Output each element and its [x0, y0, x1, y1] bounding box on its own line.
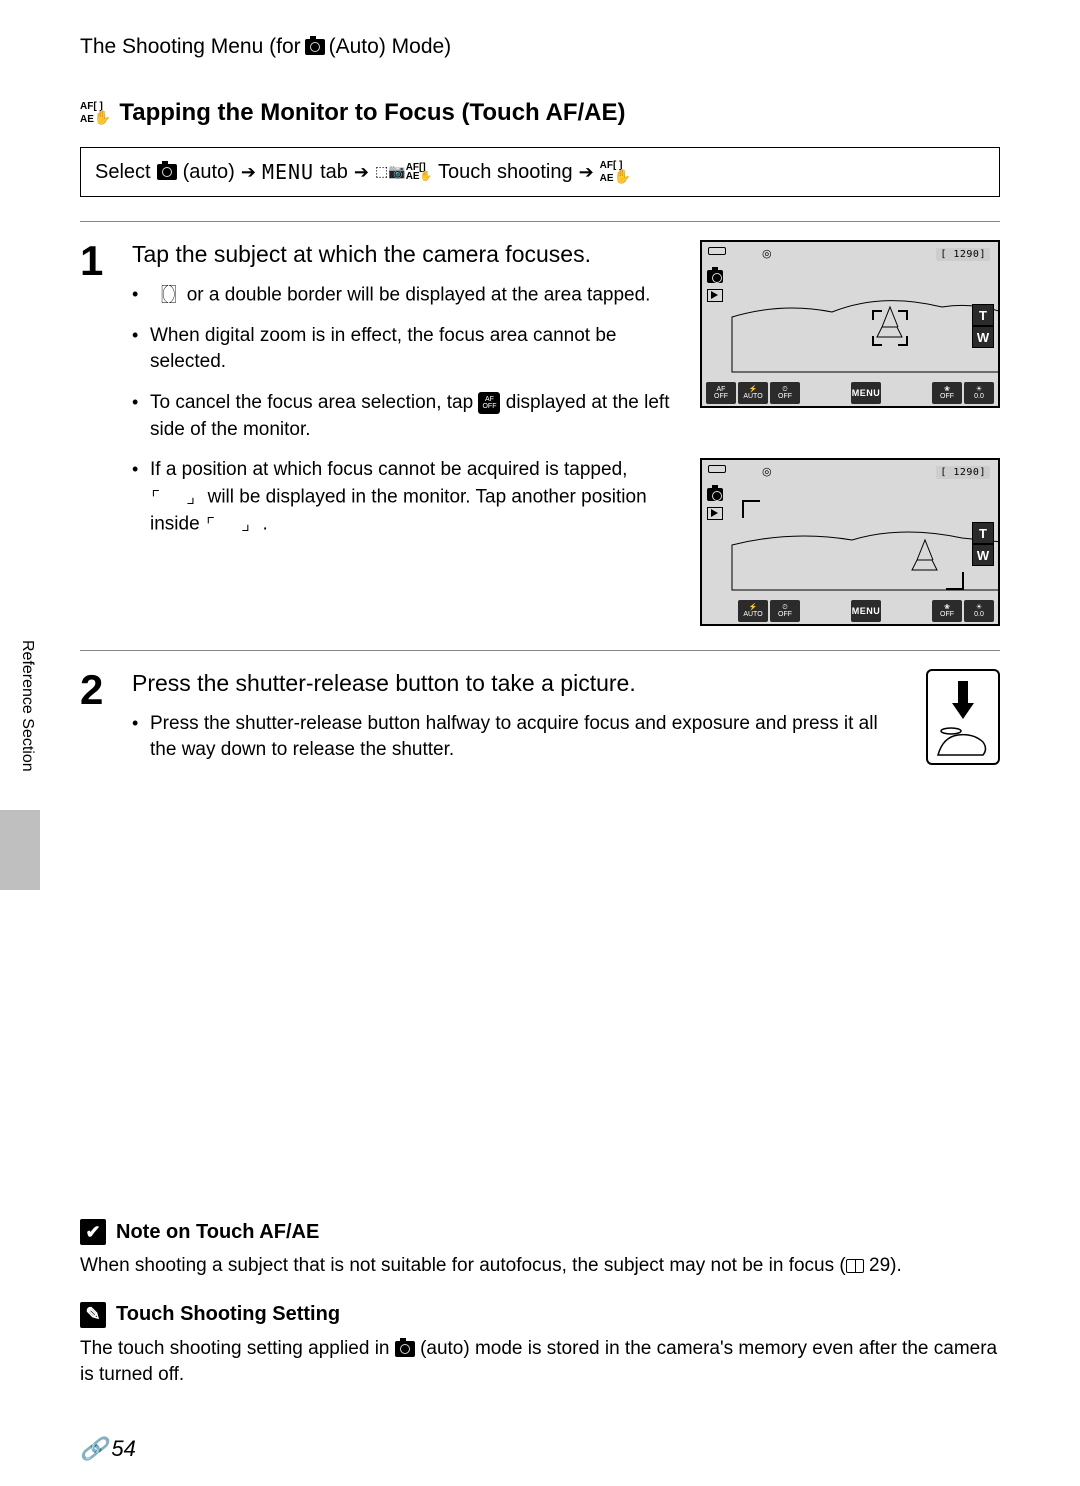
title-text: Tapping the Monitor to Focus (Touch AF/A… — [119, 99, 625, 127]
play-icon — [707, 507, 723, 520]
camera-mode-icon — [707, 488, 723, 501]
lcd-btn-timer[interactable]: ⏲OFF — [770, 382, 800, 404]
select-text: (auto) — [183, 161, 235, 184]
note-text: The touch shooting setting applied in — [80, 1338, 395, 1359]
breadcrumb: The Shooting Menu (for (Auto) Mode) — [80, 35, 1000, 59]
lcd-btn-ev[interactable]: ☀0.0 — [964, 382, 994, 404]
mode-indicator-icon: ◎ — [762, 465, 772, 478]
mode-indicator-icon: ◎ — [762, 247, 772, 260]
focus-target-icon — [872, 310, 908, 346]
step-number: 2 — [80, 669, 114, 778]
zoom-controls: T W — [972, 522, 994, 566]
step1-bullets: 〖 〗 or a double border will be displayed… — [132, 282, 676, 538]
lcd-bottom-bar: ⚡AUTO ⏲OFF MENU ❀OFF ☀0.0 — [702, 598, 998, 624]
zoom-wide[interactable]: W — [972, 326, 994, 348]
bullet: When digital zoom is in effect, the focu… — [132, 323, 676, 376]
corner-brackets-icon: ⌜ ⌟ — [150, 484, 202, 511]
play-icon — [707, 289, 723, 302]
battery-icon — [708, 465, 726, 473]
bullet: 〖 〗 or a double border will be displayed… — [132, 282, 676, 309]
check-icon: ✔ — [80, 1219, 106, 1245]
pencil-icon: ✎ — [80, 1302, 106, 1328]
arrow-icon: ➔ — [579, 162, 594, 183]
divider — [80, 650, 1000, 651]
focus-boundary-frame — [742, 500, 964, 590]
note-text: When shooting a subject that is not suit… — [80, 1255, 846, 1276]
bullet-text: If a position at which focus cannot be a… — [150, 459, 627, 480]
lcd-btn-menu[interactable]: MENU — [851, 382, 881, 404]
note2-title-text: Touch Shooting Setting — [116, 1303, 340, 1326]
select-text: tab — [320, 161, 348, 184]
lcd-preview-1: ◎ [ 1290] T W AFOFF ⚡AUTO — [700, 240, 1000, 408]
corner-brackets-icon: ⌜ ⌟ — [205, 511, 257, 538]
step2-title: Press the shutter-release button to take… — [132, 669, 902, 699]
menu-label: MENU — [262, 160, 314, 184]
focus-brackets-icon: 〖 〗 — [150, 282, 181, 309]
select-path-box: Select (auto) ➔ MENU tab ➔ ⬚📷AF[]AE✋ Tou… — [80, 147, 1000, 197]
step2-bullets: Press the shutter-release button halfway… — [132, 711, 902, 764]
divider — [80, 221, 1000, 222]
zoom-tele[interactable]: T — [972, 304, 994, 326]
bullet: If a position at which focus cannot be a… — [132, 457, 676, 537]
thumb-tab — [0, 810, 40, 890]
bullet-text: or a double border will be displayed at … — [187, 284, 651, 305]
sidebar-section-label: Reference Section — [18, 640, 36, 790]
afae-icon: AF[ ]AE✋ — [80, 102, 111, 124]
book-icon — [846, 1259, 864, 1273]
step-1: 1 Tap the subject at which the camera fo… — [80, 240, 1000, 626]
lcd-btn-flash[interactable]: ❀OFF — [932, 600, 962, 622]
afae-icon: AF[ ]AE✋ — [600, 161, 631, 183]
link-icon: 🔗 — [80, 1436, 107, 1462]
lcd-btn-menu[interactable]: MENU — [851, 600, 881, 622]
bullet-text: . — [263, 513, 268, 534]
breadcrumb-prefix: The Shooting Menu (for — [80, 35, 301, 59]
zoom-tele[interactable]: T — [972, 522, 994, 544]
notes-section: ✔ Note on Touch AF/AE When shooting a su… — [80, 1219, 1000, 1411]
camera-icon — [305, 39, 325, 55]
lcd-btn-flash[interactable]: ❀OFF — [932, 382, 962, 404]
camera-icon — [395, 1341, 415, 1357]
note2-body: The touch shooting setting applied in (a… — [80, 1336, 1000, 1389]
note1-title: ✔ Note on Touch AF/AE — [80, 1219, 1000, 1245]
battery-icon — [708, 247, 726, 255]
arrow-icon: ➔ — [241, 162, 256, 183]
note-text: 29). — [864, 1255, 902, 1276]
arrow-icon: ➔ — [354, 162, 369, 183]
bullet: To cancel the focus area selection, tap … — [132, 390, 676, 443]
lcd-bottom-bar: AFOFF ⚡AUTO ⏲OFF MENU ❀OFF ☀0.0 — [702, 380, 998, 406]
bullet-text: To cancel the focus area selection, tap — [150, 392, 478, 413]
lcd-preview-2: ◎ [ 1290] T W ⚡AUTO — [700, 458, 1000, 626]
page-num-text: 54 — [111, 1436, 135, 1462]
zoom-wide[interactable]: W — [972, 544, 994, 566]
lcd-btn-auto[interactable]: ⚡AUTO — [738, 382, 768, 404]
lcd-btn-ev[interactable]: ☀0.0 — [964, 600, 994, 622]
page-number: 🔗54 — [80, 1436, 136, 1462]
zoom-controls: T W — [972, 304, 994, 348]
shot-counter: [ 1290] — [936, 466, 990, 479]
camera-mode-icon — [707, 270, 723, 283]
select-text: Touch shooting — [438, 161, 573, 184]
note1-title-text: Note on Touch AF/AE — [116, 1221, 319, 1244]
note1-body: When shooting a subject that is not suit… — [80, 1253, 1000, 1280]
breadcrumb-mode: (Auto) Mode) — [329, 35, 452, 59]
shutter-press-illustration — [926, 669, 1000, 765]
step-number: 1 — [80, 240, 114, 626]
step-2: 2 Press the shutter-release button to ta… — [80, 669, 1000, 778]
touch-shooting-icons: ⬚📷AF[]AE✋ — [375, 163, 432, 181]
note2-title: ✎ Touch Shooting Setting — [80, 1302, 1000, 1328]
lcd-btn-timer[interactable]: ⏲OFF — [770, 600, 800, 622]
down-arrow-icon — [950, 681, 976, 721]
lcd-btn-afoff[interactable]: AFOFF — [706, 382, 736, 404]
lcd-btn-auto[interactable]: ⚡AUTO — [738, 600, 768, 622]
shot-counter: [ 1290] — [936, 248, 990, 261]
hand-press-icon — [933, 727, 993, 761]
step1-title: Tap the subject at which the camera focu… — [132, 240, 676, 270]
bullet: Press the shutter-release button halfway… — [132, 711, 902, 764]
af-off-icon: AFOFF — [478, 392, 500, 414]
section-title: AF[ ]AE✋ Tapping the Monitor to Focus (T… — [80, 99, 1000, 127]
select-text: Select — [95, 161, 151, 184]
camera-icon — [157, 164, 177, 180]
